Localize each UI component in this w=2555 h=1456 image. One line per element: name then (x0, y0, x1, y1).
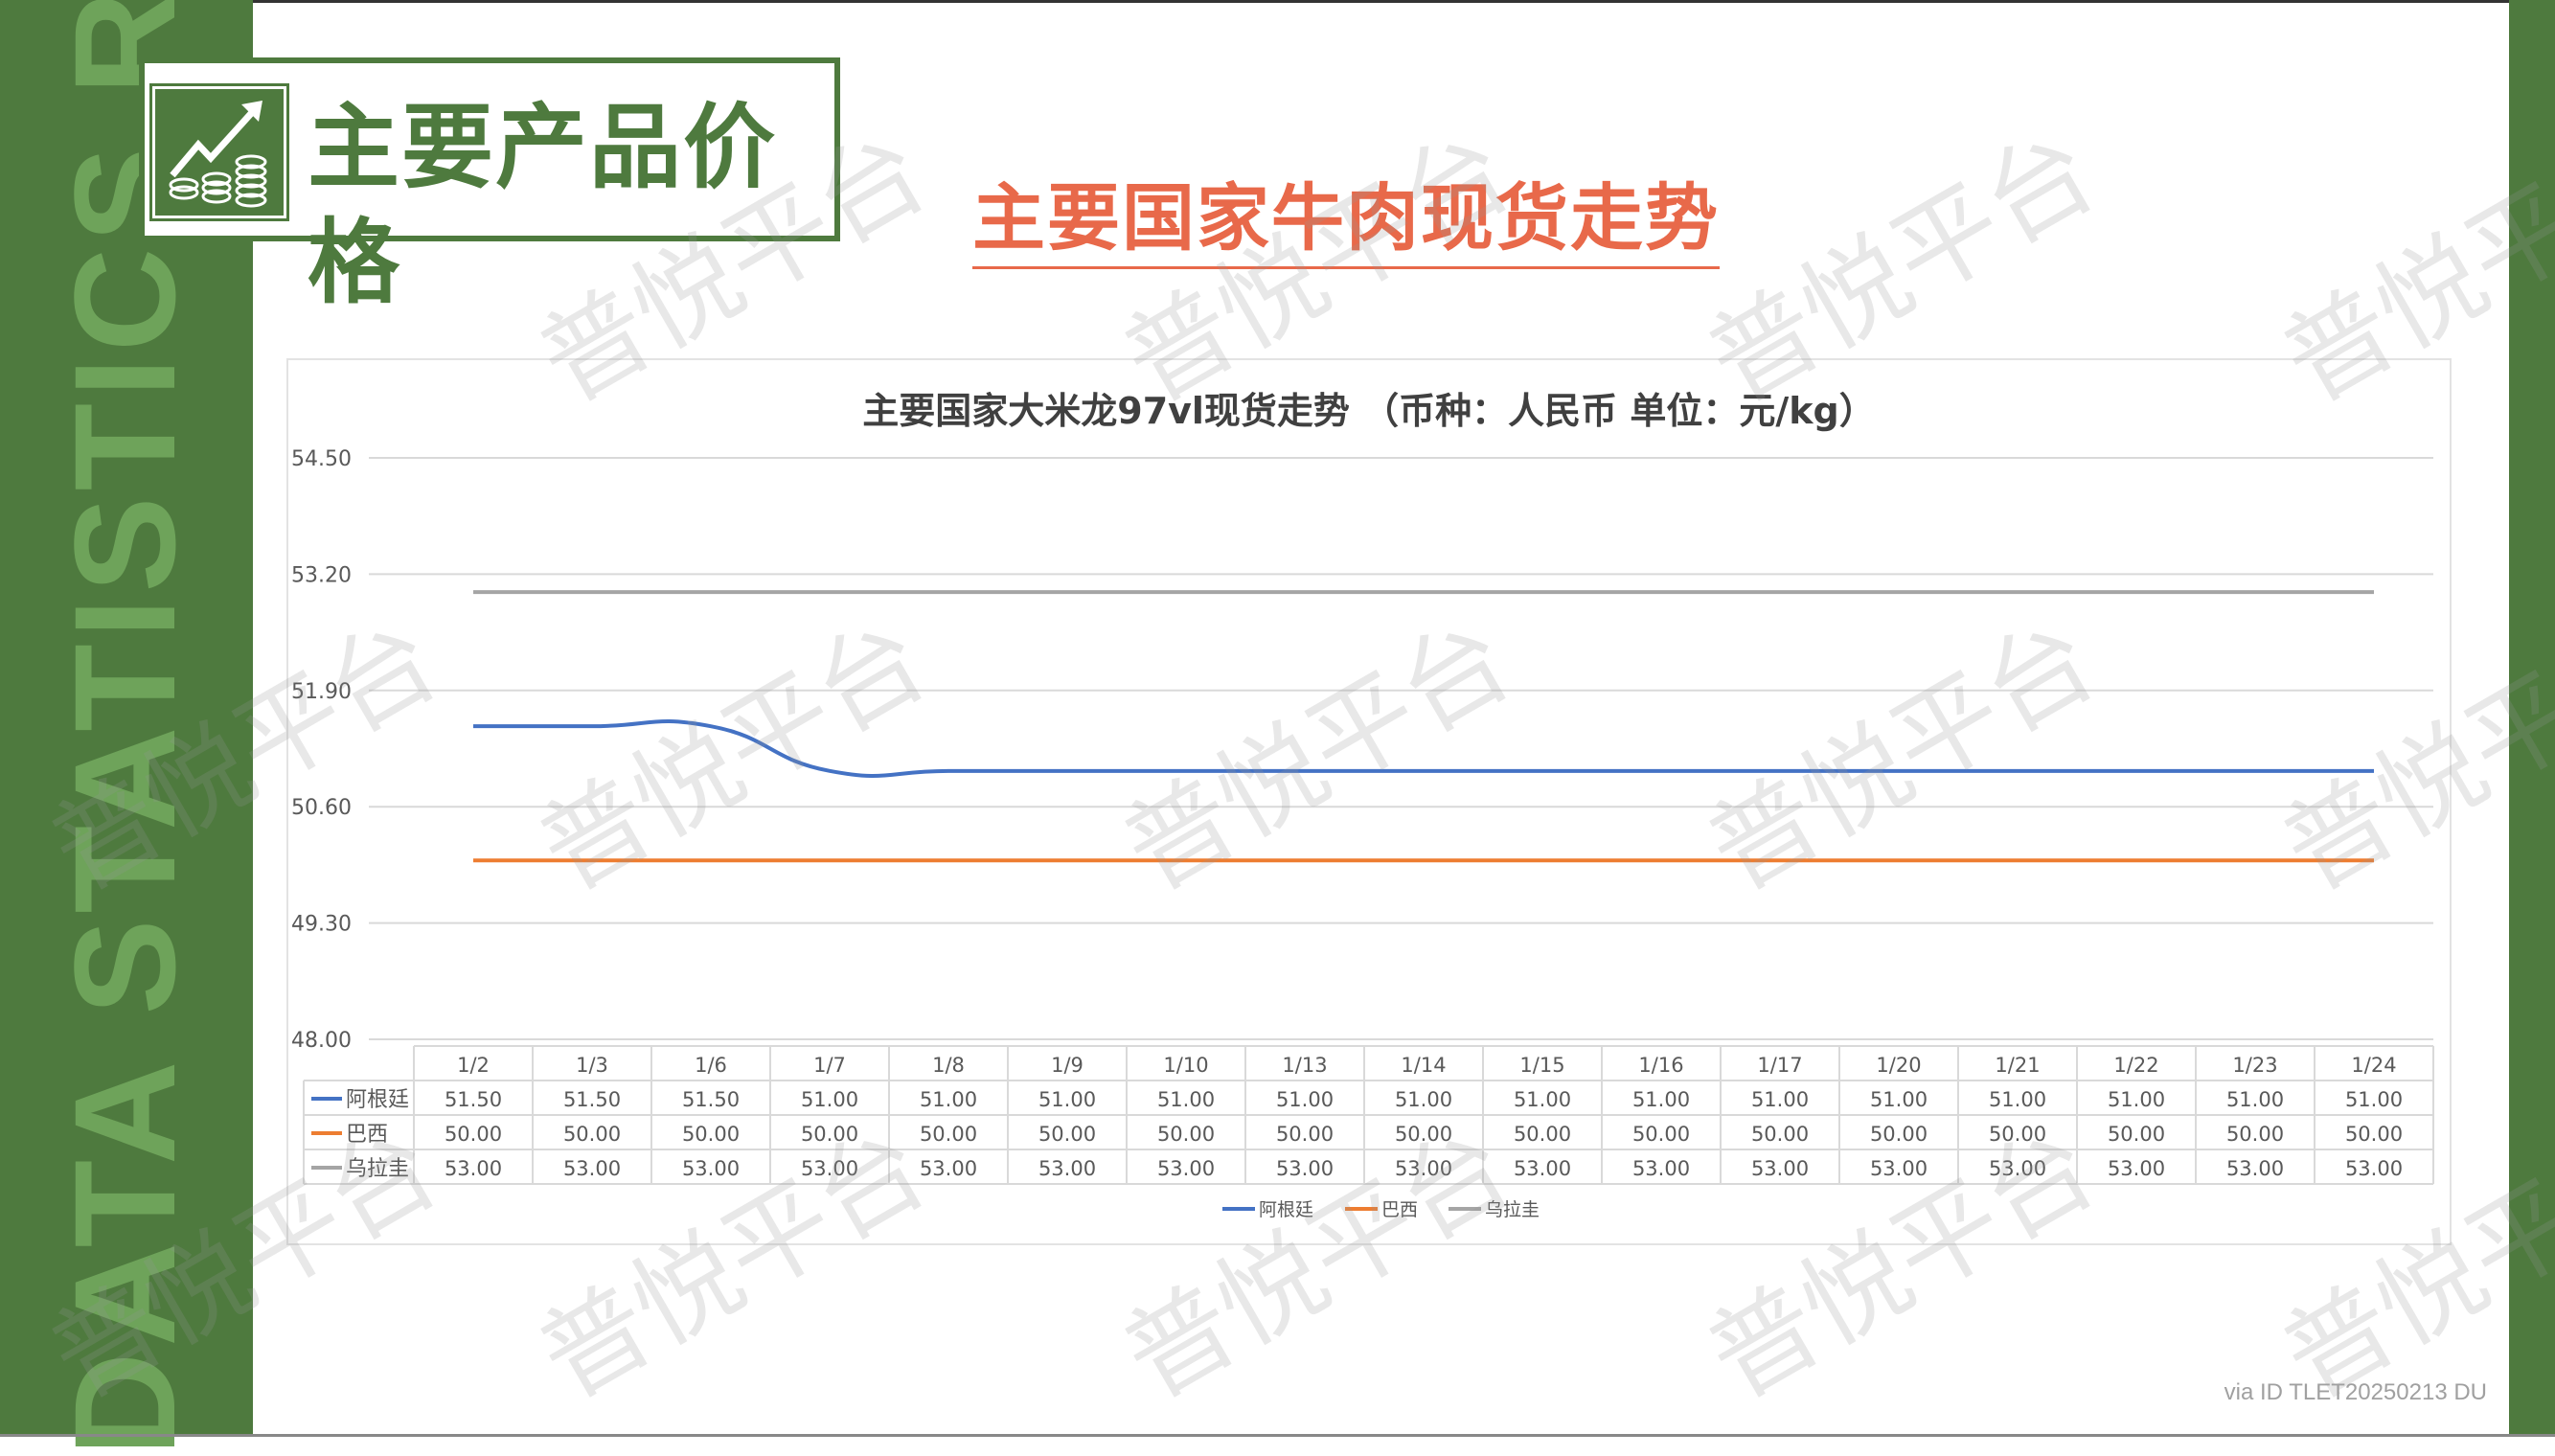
x-category-label: 1/20 (1876, 1054, 1921, 1077)
table-cell: 50.00 (1276, 1123, 1334, 1146)
y-tick-label: 53.20 (291, 563, 352, 587)
x-category-label: 1/9 (1051, 1054, 1084, 1077)
table-cell: 50.00 (2108, 1123, 2165, 1146)
table-cell: 53.00 (1632, 1157, 1690, 1180)
x-category-label: 1/15 (1519, 1054, 1564, 1077)
table-cell: 51.00 (1276, 1088, 1334, 1111)
table-cell: 51.00 (1514, 1088, 1571, 1111)
table-cell: 53.00 (2108, 1157, 2165, 1180)
table-cell: 51.00 (2345, 1088, 2403, 1111)
table-series-name: 巴西 (346, 1123, 388, 1147)
table-cell: 50.00 (1751, 1123, 1809, 1146)
x-category-label: 1/23 (2232, 1054, 2277, 1077)
right-strip (2509, 0, 2555, 1437)
table-cell: 53.00 (682, 1157, 740, 1180)
table-cell: 50.00 (2345, 1123, 2403, 1146)
table-cell: 53.00 (1038, 1157, 1096, 1180)
x-category-label: 1/22 (2113, 1054, 2158, 1077)
x-category-label: 1/6 (695, 1054, 727, 1077)
table-cell: 50.00 (1038, 1123, 1096, 1146)
chart-title: 主要国家大米龙97vl现货走势 （币种：人民币 单位：元/kg） (862, 390, 1876, 432)
y-tick-label: 51.90 (291, 680, 352, 704)
x-category-label: 1/2 (457, 1054, 490, 1077)
table-cell: 50.00 (1632, 1123, 1690, 1146)
table-cell: 51.50 (563, 1088, 621, 1111)
x-category-label: 1/10 (1163, 1054, 1208, 1077)
table-cell: 53.00 (801, 1157, 858, 1180)
table-cell: 51.00 (1395, 1088, 1452, 1111)
x-category-label: 1/14 (1401, 1054, 1446, 1077)
footer-id: via ID TLET20250213 DU (2224, 1379, 2487, 1405)
chart-panel: 主要国家大米龙97vl现货走势 （币种：人民币 单位：元/kg） 48.00 49… (286, 358, 2452, 1245)
line-chart: 48.00 49.30 50.60 51.90 53.20 54.50 1/2 1/3 1/6 1… (291, 447, 2434, 1220)
top-border (0, 0, 2555, 3)
y-tick-label: 48.00 (291, 1029, 352, 1053)
table-cell: 53.00 (563, 1157, 621, 1180)
table-cell: 51.00 (2108, 1088, 2165, 1111)
table-cell: 50.00 (920, 1123, 977, 1146)
table-cell: 51.50 (682, 1088, 740, 1111)
table-cell: 53.00 (1157, 1157, 1215, 1180)
y-tick-label: 49.30 (291, 913, 352, 937)
series-line-0 (472, 718, 2374, 779)
table-cell: 53.00 (1989, 1157, 2046, 1180)
table-cell: 53.00 (1276, 1157, 1334, 1180)
x-category-label: 1/24 (2351, 1054, 2396, 1077)
table-cell: 50.00 (445, 1123, 502, 1146)
table-cell: 50.00 (1157, 1123, 1215, 1146)
table-cell: 51.00 (1038, 1088, 1096, 1111)
table-cell: 53.00 (1751, 1157, 1809, 1180)
table-cell: 53.00 (2226, 1157, 2284, 1180)
table-cell: 51.50 (445, 1088, 502, 1111)
table-cell: 51.00 (920, 1088, 977, 1111)
table-cell: 50.00 (801, 1123, 858, 1146)
table-cell: 53.00 (2345, 1157, 2403, 1180)
table-cell: 51.00 (1157, 1088, 1215, 1111)
table-cell: 50.00 (1989, 1123, 2046, 1146)
y-tick-label: 54.50 (291, 447, 352, 471)
chart-growth-coins-icon (149, 83, 289, 221)
section-subtitle: 主要国家牛肉现货走势 (972, 172, 1720, 269)
table-cell: 50.00 (1514, 1123, 1571, 1146)
section-title-box: 主要产品价格 (139, 57, 840, 316)
legend-entry: 乌拉圭 (1485, 1199, 1540, 1220)
table-cell: 50.00 (563, 1123, 621, 1146)
table-series-name: 乌拉圭 (346, 1157, 409, 1181)
table-cell: 50.00 (2226, 1123, 2284, 1146)
table-cell: 53.00 (1395, 1157, 1452, 1180)
table-cell: 53.00 (920, 1157, 977, 1180)
table-cell: 50.00 (682, 1123, 740, 1146)
table-cell: 50.00 (1870, 1123, 1928, 1146)
table-cell: 53.00 (1870, 1157, 1928, 1180)
table-cell: 51.00 (801, 1088, 858, 1111)
x-category-label: 1/16 (1638, 1054, 1683, 1077)
x-category-label: 1/17 (1757, 1054, 1802, 1077)
x-category-label: 1/8 (932, 1054, 965, 1077)
y-tick-label: 50.60 (291, 796, 352, 820)
legend-entry: 巴西 (1381, 1199, 1418, 1220)
legend-entry: 阿根廷 (1259, 1199, 1313, 1220)
table-cell: 53.00 (445, 1157, 502, 1180)
table-cell: 51.00 (1751, 1088, 1809, 1111)
x-category-label: 1/3 (576, 1054, 608, 1077)
bottom-border (0, 1434, 2555, 1437)
table-cell: 51.00 (2226, 1088, 2284, 1111)
x-category-label: 1/21 (1995, 1054, 2040, 1077)
table-cell: 50.00 (1395, 1123, 1452, 1146)
table-series-name: 阿根廷 (346, 1088, 409, 1112)
x-category-label: 1/7 (813, 1054, 846, 1077)
table-cell: 51.00 (1989, 1088, 2046, 1111)
table-cell: 53.00 (1514, 1157, 1571, 1180)
x-category-label: 1/13 (1282, 1054, 1327, 1077)
table-cell: 51.00 (1870, 1088, 1928, 1111)
table-cell: 51.00 (1632, 1088, 1690, 1111)
page-title: 主要产品价格 (308, 94, 777, 316)
